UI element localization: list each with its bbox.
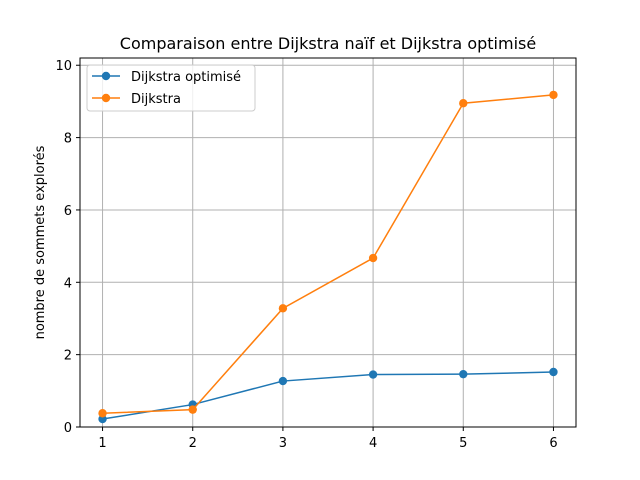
x-tick-label: 2: [189, 436, 197, 451]
data-point: [98, 409, 107, 418]
data-point: [549, 90, 558, 100]
ticks: 1 2 3 4 5 6 0 2 4 6 8 10: [55, 59, 557, 451]
grid: [80, 58, 576, 428]
legend-item: Dijkstra: [92, 92, 181, 107]
legend-label: Dijkstra optimisé: [131, 70, 241, 85]
data-point: [278, 376, 288, 386]
x-tick-label: 3: [279, 436, 287, 451]
legend-label: Dijkstra: [131, 92, 181, 107]
data-point: [98, 414, 107, 424]
legend-marker: [101, 71, 111, 81]
y-tick-label: 0: [64, 421, 72, 436]
series-line: [102, 371, 554, 420]
data-point: [549, 367, 558, 377]
series-2: [98, 90, 558, 418]
data-point: [459, 99, 468, 108]
chart-title: Comparaison entre Dijkstra naïf et Dijks…: [120, 34, 536, 53]
series-line: [102, 94, 554, 415]
y-tick-label: 2: [64, 349, 72, 364]
data-point: [368, 370, 378, 379]
y-tick-label: 6: [64, 204, 72, 219]
data-point: [278, 304, 288, 313]
data-point: [459, 369, 468, 379]
series-layer: [98, 90, 558, 424]
y-axis-label: nombre de sommets explorés: [33, 145, 48, 339]
data-point: [188, 405, 197, 414]
x-tick-label: 1: [98, 436, 106, 451]
legend: Dijkstra optimisé Dijkstra: [86, 64, 256, 112]
y-tick-label: 10: [55, 59, 72, 74]
legend-item: Dijkstra optimisé: [92, 70, 241, 85]
y-tick-label: 8: [64, 132, 72, 147]
plot-frame: [79, 57, 577, 428]
series-1: [98, 367, 558, 424]
x-tick-label: 4: [369, 436, 377, 451]
data-point: [368, 253, 378, 263]
y-tick-label: 4: [64, 276, 72, 291]
legend-marker: [101, 93, 111, 103]
legend-box: [86, 64, 256, 112]
x-tick-label: 5: [459, 436, 467, 451]
x-tick-label: 6: [549, 436, 557, 451]
